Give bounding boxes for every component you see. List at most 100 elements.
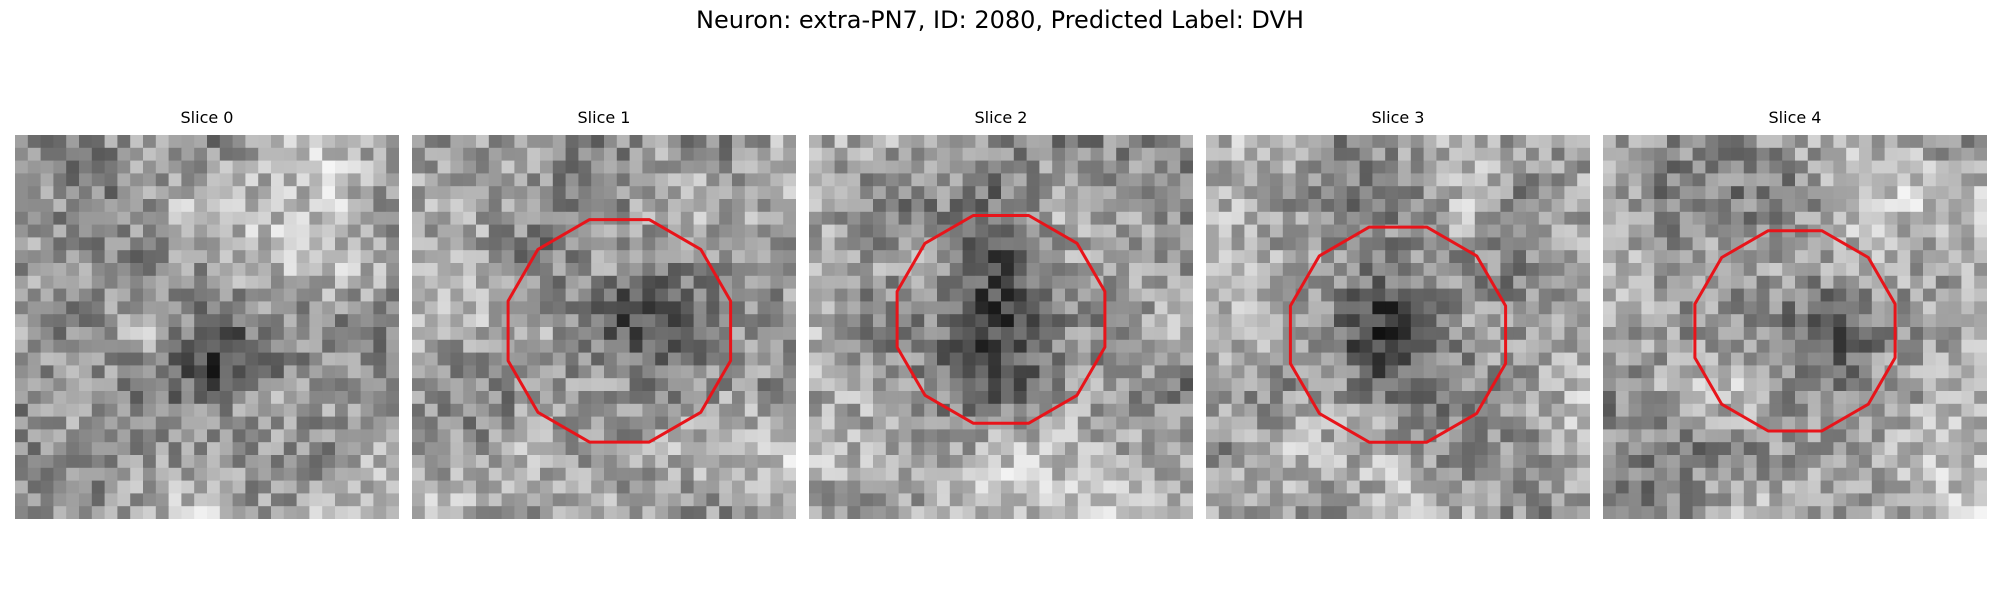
pixel-cell [232, 493, 246, 507]
pixel-cell [988, 506, 1002, 519]
pixel-cell [898, 327, 912, 341]
pixel-cell [1731, 288, 1745, 302]
pixel-cell [949, 339, 963, 353]
pixel-cell [924, 493, 938, 507]
pixel-cell [322, 275, 336, 289]
pixel-cell [1615, 135, 1629, 149]
pixel-cell [1897, 211, 1911, 225]
pixel-cell [437, 365, 451, 379]
pixel-cell [476, 416, 490, 430]
pixel-cell [27, 199, 41, 213]
pixel-cell [1654, 416, 1668, 430]
pixel-cell [79, 352, 93, 366]
pixel-cell [1500, 263, 1514, 277]
pixel-cell [552, 391, 566, 405]
pixel-cell [1244, 378, 1258, 392]
pixel-cell [207, 365, 221, 379]
pixel-cell [706, 455, 720, 469]
pixel-cell [1910, 186, 1924, 200]
pixel-cell [1154, 173, 1168, 187]
pixel-cell [1065, 160, 1079, 174]
pixel-cell [1308, 186, 1322, 200]
pixel-cell [527, 416, 541, 430]
pixel-cell [1820, 250, 1834, 264]
pixel-cell [1206, 403, 1220, 417]
pixel-cell [1167, 339, 1181, 353]
pixel-cell [1961, 199, 1975, 213]
pixel-cell [1743, 275, 1757, 289]
pixel-cell [1436, 493, 1450, 507]
pixel-cell [1961, 327, 1975, 341]
pixel-cell [1923, 339, 1937, 353]
pixel-cell [1526, 506, 1540, 519]
pixel-cell [1974, 275, 1987, 289]
pixel-cell [1551, 391, 1565, 405]
pixel-cell [1141, 403, 1155, 417]
pixel-cell [1077, 147, 1091, 161]
pixel-cell [847, 237, 861, 251]
pixel-cell [66, 160, 80, 174]
pixel-cell [1167, 480, 1181, 494]
pixel-cell [1487, 352, 1501, 366]
pixel-cell [1654, 135, 1668, 149]
pixel-cell [91, 352, 105, 366]
pixel-cell [245, 403, 259, 417]
pixel-cell [937, 352, 951, 366]
pixel-cell [1308, 416, 1322, 430]
pixel-cell [1795, 455, 1809, 469]
pixel-cell [1013, 250, 1027, 264]
pixel-cell [271, 301, 285, 315]
pixel-cell [1795, 378, 1809, 392]
pixel-cell [1308, 365, 1322, 379]
pixel-cell [501, 403, 515, 417]
pixel-cell [1577, 135, 1590, 149]
pixel-cell [1897, 147, 1911, 161]
pixel-cell [911, 455, 925, 469]
pixel-cell [347, 186, 361, 200]
pixel-cell [501, 250, 515, 264]
pixel-cell [296, 480, 310, 494]
pixel-cell [1436, 339, 1450, 353]
pixel-cell [860, 288, 874, 302]
pixel-cell [104, 173, 118, 187]
pixel-cell [1513, 224, 1527, 238]
pixel-cell [744, 365, 758, 379]
pixel-cell [1436, 403, 1450, 417]
pixel-cell [962, 365, 976, 379]
pixel-cell [15, 224, 29, 238]
pixel-cell [1039, 147, 1053, 161]
pixel-cell [680, 327, 694, 341]
pixel-cell [770, 237, 784, 251]
pixel-cell [15, 416, 29, 430]
pixel-cell [1935, 237, 1949, 251]
pixel-cell [53, 211, 67, 225]
pixel-cell [1641, 224, 1655, 238]
pixel-cell [783, 391, 796, 405]
pixel-cell [898, 493, 912, 507]
pixel-cell [1692, 493, 1706, 507]
pixel-cell [885, 199, 899, 213]
pixel-cell [719, 160, 733, 174]
pixel-cell [655, 314, 669, 328]
pixel-cell [1039, 237, 1053, 251]
pixel-cell [1948, 506, 1962, 519]
pixel-cell [949, 416, 963, 430]
pixel-cell [1116, 314, 1130, 328]
pixel-cell [168, 211, 182, 225]
pixel-cell [552, 314, 566, 328]
pixel-cell [386, 301, 399, 315]
pixel-cell [1077, 275, 1091, 289]
pixel-cell [130, 314, 144, 328]
pixel-cell [1795, 250, 1809, 264]
pixel-cell [1910, 506, 1924, 519]
pixel-cell [783, 211, 796, 225]
pixel-cell [1705, 480, 1719, 494]
pixel-cell [604, 365, 618, 379]
pixel-cell [1641, 211, 1655, 225]
pixel-cell [1321, 186, 1335, 200]
pixel-cell [680, 403, 694, 417]
pixel-cell [1398, 467, 1412, 481]
pixel-cell [1001, 250, 1015, 264]
pixel-cell [1500, 224, 1514, 238]
pixel-cell [757, 160, 771, 174]
